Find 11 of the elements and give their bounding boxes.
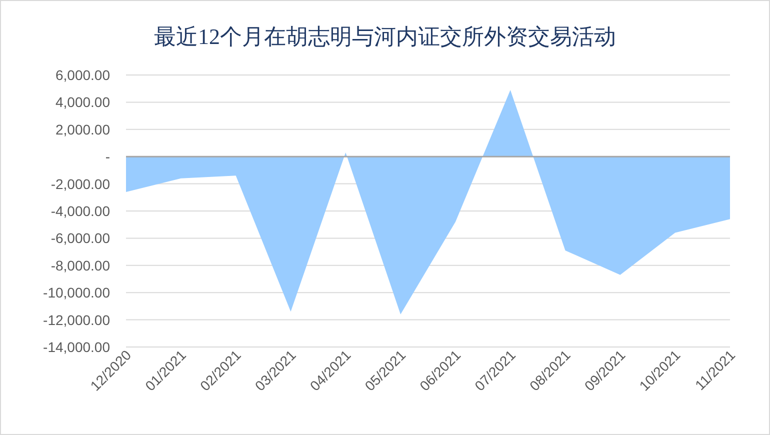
y-tick-label: -6,000.00 [50,230,110,246]
y-tick-label: -2,000.00 [50,176,110,192]
y-tick-label: -4,000.00 [50,203,110,219]
y-tick-label: -8,000.00 [50,257,110,274]
y-tick-label: 4,000.00 [56,94,110,110]
y-tick-label: - [105,148,110,165]
y-tick-label: 6,000.00 [56,67,110,83]
y-tick-label: 2,000.00 [56,121,110,138]
y-tick-label: -12,000.00 [43,312,110,328]
y-tick-label: -10,000.00 [43,284,110,301]
chart-title: 最近12个月在胡志明与河内证交所外资交易活动 [154,24,616,49]
